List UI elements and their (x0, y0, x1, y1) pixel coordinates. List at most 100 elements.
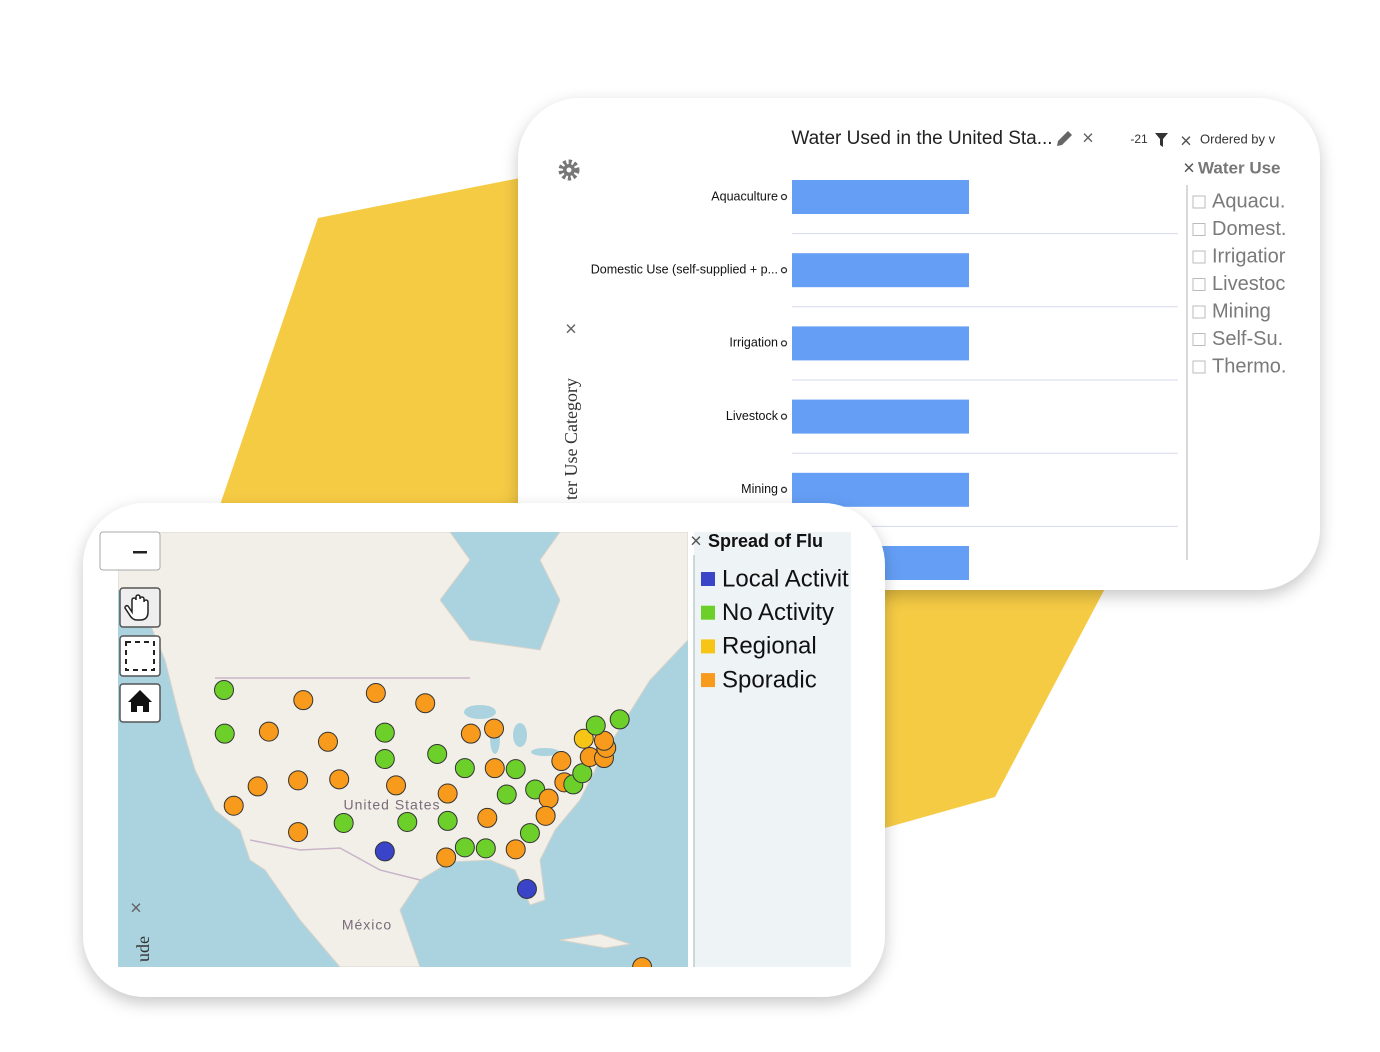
bar (792, 326, 969, 361)
map-point (223, 795, 244, 816)
map-point (505, 839, 526, 860)
checkbox[interactable] (1192, 360, 1206, 374)
lake (464, 705, 496, 719)
map-point (516, 878, 537, 899)
chart-title: Water Used in the United Sta... (791, 128, 1052, 149)
map-point (535, 805, 556, 826)
close-icon[interactable]: × (130, 897, 142, 919)
map-point (454, 758, 475, 779)
legend-item: Mining (1212, 300, 1271, 322)
map-label: United States (343, 797, 440, 813)
hand-icon (124, 594, 149, 621)
legend-item: Thermo. (1212, 355, 1286, 377)
checkbox[interactable] (1192, 250, 1206, 264)
category-label: Mining (741, 482, 778, 496)
category-label: Domestic Use (self-supplied + p... (591, 262, 778, 276)
map-point (460, 723, 481, 744)
zoom-out-button[interactable] (99, 531, 161, 571)
axis-label: ude (133, 936, 153, 962)
map-point (632, 957, 653, 967)
map-point (293, 690, 314, 711)
flu-panel: United States México × ude × Spread of F… (83, 503, 885, 997)
legend-item: Regional (722, 633, 817, 660)
map-point (593, 730, 614, 751)
map-point (288, 770, 309, 791)
island (559, 933, 631, 949)
lake (513, 723, 527, 747)
checkbox[interactable] (1192, 333, 1206, 346)
close-icon[interactable]: × (565, 318, 577, 340)
map-point (437, 810, 458, 831)
map-point (247, 776, 268, 797)
checkbox[interactable] (1192, 305, 1206, 319)
category-label: Livestock (726, 409, 779, 423)
map-point (505, 759, 526, 780)
legend-item: Self-Su. (1212, 328, 1283, 350)
bar (792, 399, 969, 434)
map-point (386, 775, 407, 796)
map-point (454, 837, 475, 858)
legend-item: Aquacu. (1212, 190, 1285, 212)
checkbox[interactable] (1192, 195, 1206, 209)
water-panel: Water Used in the United Sta... × -21 × … (518, 98, 1320, 590)
map-point (288, 822, 309, 843)
bar (792, 472, 969, 507)
map-point (573, 728, 594, 749)
map-point (496, 784, 517, 805)
close-icon[interactable]: × (1082, 127, 1094, 149)
map-point (329, 769, 350, 790)
minus-icon (133, 551, 147, 554)
legend-item: Livestoc (1212, 273, 1285, 295)
checkbox[interactable] (1192, 278, 1206, 291)
close-icon[interactable]: × (1180, 130, 1192, 152)
category-marker (780, 267, 788, 274)
category-marker (780, 193, 788, 201)
legend-title: Water Use (1198, 158, 1281, 177)
map-point (333, 812, 354, 833)
map-label: México (342, 917, 392, 933)
checkbox[interactable] (1192, 223, 1206, 236)
close-icon[interactable]: × (690, 530, 702, 552)
map-point (585, 715, 606, 736)
map-point (258, 721, 279, 742)
map-point (415, 693, 436, 714)
legend-item: Domest. (1212, 218, 1286, 240)
map-point (374, 749, 395, 770)
legend-item: Local Activit (722, 565, 849, 592)
legend-item: Irrigatior (1212, 245, 1286, 267)
home-icon (128, 690, 152, 712)
map-point (484, 758, 505, 779)
legend-title: Spread of Flu (708, 531, 823, 551)
map-point (475, 838, 496, 859)
select-button[interactable] (119, 635, 161, 677)
map-toolbar (99, 531, 161, 723)
legend-background (694, 532, 851, 967)
map-point (374, 841, 395, 862)
axis-label: ter Use Category (561, 378, 581, 500)
map-point (609, 709, 630, 730)
map-point (317, 731, 338, 752)
map-point (397, 811, 418, 832)
legend-swatch (701, 639, 715, 654)
category-marker (780, 486, 788, 493)
map-point (538, 788, 559, 809)
map-point (436, 847, 457, 868)
map[interactable]: United States México (118, 532, 688, 977)
settings-icon[interactable] (558, 159, 580, 181)
edit-icon[interactable] (1057, 131, 1072, 146)
map-point (484, 718, 505, 739)
map-point (214, 680, 234, 700)
category-marker (780, 413, 788, 420)
legend-item: Sporadic (722, 666, 817, 693)
map-point (572, 763, 593, 784)
filter-icon[interactable] (1155, 133, 1168, 147)
filter-badge: -21 (1130, 132, 1148, 146)
bar (792, 180, 969, 214)
map-point (519, 823, 540, 844)
legend-swatch (701, 673, 715, 688)
map-point (374, 722, 395, 743)
border (249, 839, 421, 881)
category-marker (780, 340, 788, 347)
close-icon[interactable]: × (1183, 157, 1195, 179)
